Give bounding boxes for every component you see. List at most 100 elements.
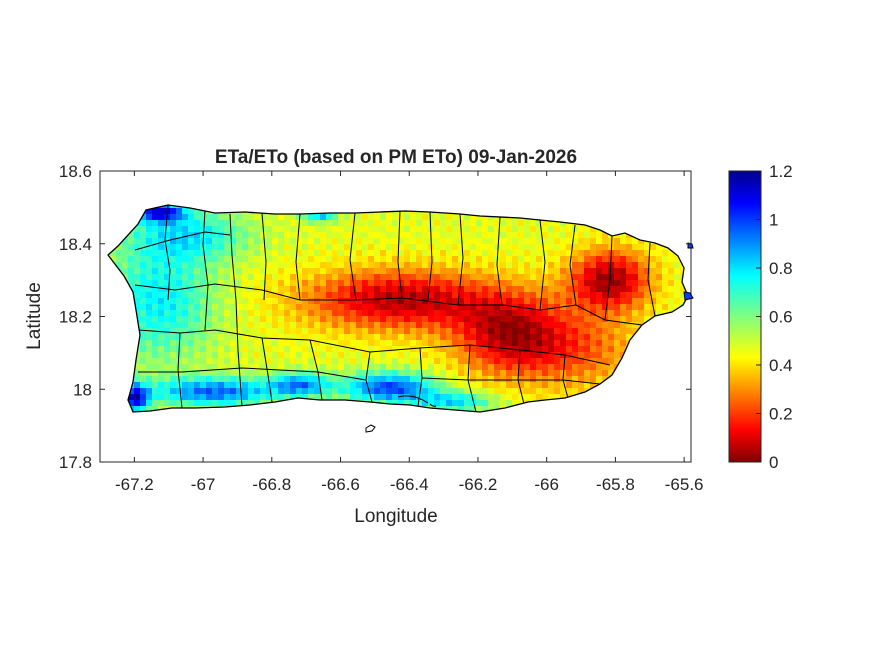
- field-cell: [242, 214, 249, 221]
- field-cell: [662, 274, 669, 281]
- field-cell: [236, 226, 243, 233]
- field-cell: [320, 298, 327, 305]
- field-cell: [542, 304, 549, 311]
- field-cell: [440, 340, 447, 347]
- field-cell: [188, 388, 195, 395]
- field-cell: [608, 340, 615, 347]
- field-cell: [200, 346, 207, 353]
- field-cell: [410, 388, 417, 395]
- field-cell: [410, 274, 417, 281]
- field-cell: [314, 388, 321, 395]
- field-cell: [530, 274, 537, 281]
- field-cell: [638, 292, 645, 299]
- field-cell: [482, 280, 489, 287]
- field-cell: [320, 340, 327, 347]
- field-cell: [440, 352, 447, 359]
- field-cell: [476, 394, 483, 401]
- field-cell: [602, 334, 609, 341]
- field-cell: [476, 238, 483, 245]
- field-cell: [152, 214, 159, 221]
- field-cell: [440, 334, 447, 341]
- field-cell: [320, 250, 327, 257]
- field-cell: [134, 364, 141, 371]
- field-cell: [548, 376, 555, 383]
- field-cell: [398, 388, 405, 395]
- field-cell: [488, 238, 495, 245]
- field-cell: [278, 250, 285, 257]
- field-cell: [470, 238, 477, 245]
- field-cell: [590, 370, 597, 377]
- field-cell: [578, 310, 585, 317]
- field-cell: [206, 310, 213, 317]
- field-cell: [242, 316, 249, 323]
- field-cell: [188, 280, 195, 287]
- field-cell: [398, 310, 405, 317]
- field-cell: [638, 304, 645, 311]
- field-cell: [230, 370, 237, 377]
- field-cell: [428, 292, 435, 299]
- field-cell: [494, 298, 501, 305]
- field-cell: [668, 286, 675, 293]
- field-cell: [284, 316, 291, 323]
- field-cell: [374, 292, 381, 299]
- field-cell: [614, 304, 621, 311]
- field-cell: [224, 370, 231, 377]
- field-cell: [518, 376, 525, 383]
- field-cell: [278, 220, 285, 227]
- field-cell: [350, 310, 357, 317]
- field-cell: [218, 400, 225, 407]
- field-cell: [344, 322, 351, 329]
- field-cell: [206, 334, 213, 341]
- field-cell: [344, 316, 351, 323]
- field-cell: [674, 286, 681, 293]
- field-cell: [650, 286, 657, 293]
- field-cell: [236, 292, 243, 299]
- field-cell: [482, 238, 489, 245]
- field-cell: [416, 388, 423, 395]
- field-cell: [596, 232, 603, 239]
- field-cell: [146, 352, 153, 359]
- field-cell: [422, 220, 429, 227]
- field-cell: [188, 400, 195, 407]
- field-cell: [542, 226, 549, 233]
- field-cell: [404, 298, 411, 305]
- field-cell: [290, 220, 297, 227]
- field-cell: [380, 268, 387, 275]
- field-cell: [314, 352, 321, 359]
- field-cell: [542, 274, 549, 281]
- field-cell: [578, 364, 585, 371]
- field-cell: [116, 262, 123, 269]
- field-cell: [146, 304, 153, 311]
- field-cell: [188, 340, 195, 347]
- field-cell: [620, 232, 627, 239]
- field-cell: [152, 400, 159, 407]
- field-cell: [236, 268, 243, 275]
- field-cell: [224, 340, 231, 347]
- field-cell: [542, 286, 549, 293]
- field-cell: [368, 244, 375, 251]
- field-cell: [158, 280, 165, 287]
- field-cell: [500, 382, 507, 389]
- field-cell: [542, 358, 549, 365]
- field-cell: [464, 262, 471, 269]
- field-cell: [692, 388, 699, 395]
- field-cell: [386, 226, 393, 233]
- field-cell: [302, 268, 309, 275]
- field-cell: [602, 370, 609, 377]
- field-cell: [194, 262, 201, 269]
- field-cell: [278, 376, 285, 383]
- field-cell: [266, 316, 273, 323]
- field-cell: [410, 352, 417, 359]
- field-cell: [260, 298, 267, 305]
- field-cell: [200, 250, 207, 257]
- field-cell: [344, 214, 351, 221]
- field-cell: [254, 346, 261, 353]
- field-cell: [248, 256, 255, 263]
- field-cell: [122, 238, 129, 245]
- field-cell: [290, 358, 297, 365]
- field-cell: [392, 268, 399, 275]
- field-cell: [494, 244, 501, 251]
- field-cell: [248, 364, 255, 371]
- field-cell: [530, 304, 537, 311]
- field-cell: [374, 382, 381, 389]
